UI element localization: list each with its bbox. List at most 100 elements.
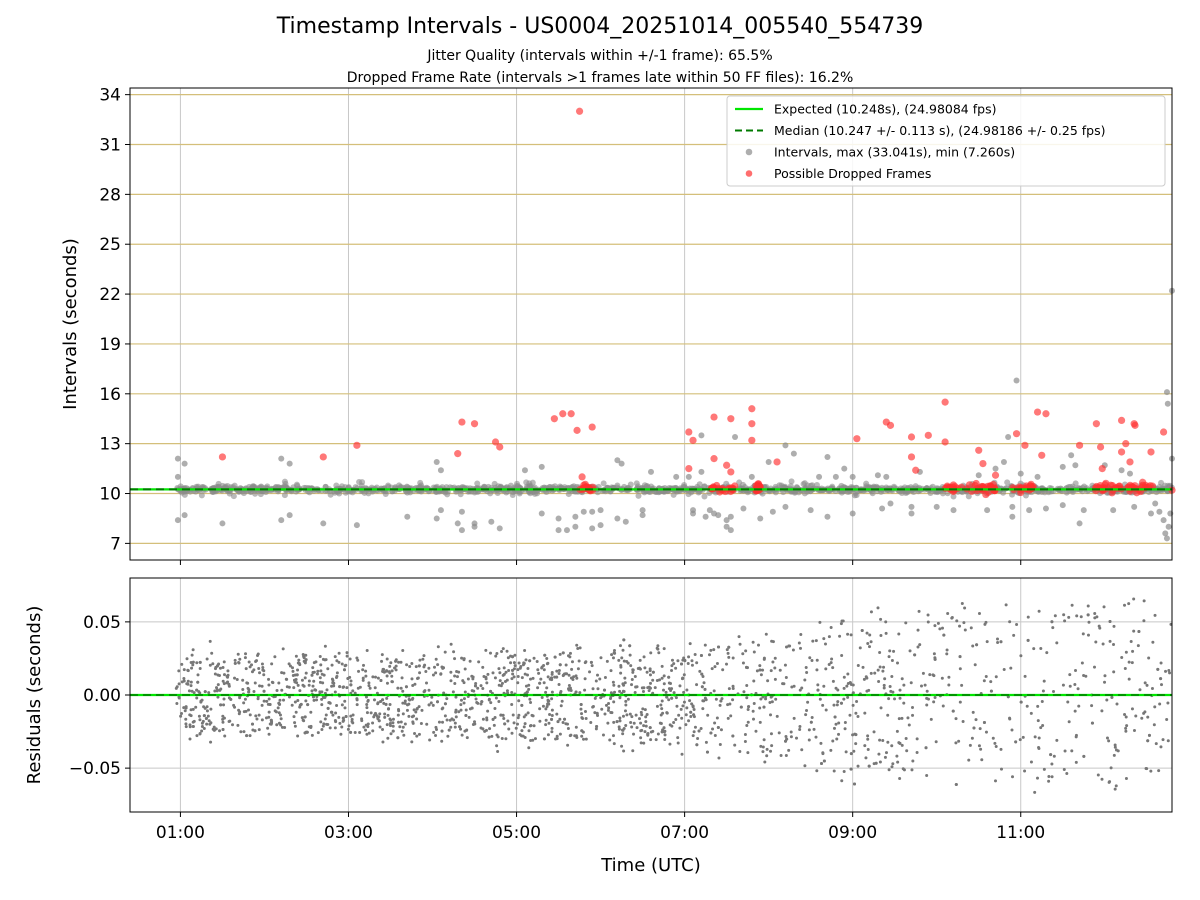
residual-point xyxy=(252,689,256,693)
residual-point xyxy=(421,657,425,661)
interval-point xyxy=(887,500,894,507)
residual-point xyxy=(262,673,266,677)
residual-point xyxy=(237,661,241,665)
dropped-frame-point xyxy=(1038,451,1046,459)
dropped-frame-point xyxy=(454,450,462,458)
residual-point xyxy=(630,678,634,682)
residual-point xyxy=(458,725,462,729)
residual-point xyxy=(459,698,463,702)
residual-point xyxy=(523,648,527,652)
residual-point xyxy=(306,703,310,707)
dropped-frame-point xyxy=(748,420,756,428)
residual-point xyxy=(436,700,440,704)
residual-point xyxy=(540,695,544,699)
residual-point xyxy=(692,707,696,711)
residual-point xyxy=(542,737,546,741)
residual-point xyxy=(340,725,344,729)
residual-point xyxy=(410,715,414,719)
residual-point xyxy=(291,673,295,677)
residual-point xyxy=(556,720,560,724)
residual-point xyxy=(275,723,279,727)
residual-point xyxy=(528,724,532,728)
residual-point xyxy=(999,747,1003,751)
residual-point xyxy=(186,679,190,683)
residual-point xyxy=(737,635,741,639)
residual-point xyxy=(544,723,548,727)
residual-point xyxy=(821,751,825,755)
residual-point xyxy=(524,684,528,688)
residual-point xyxy=(921,671,925,675)
residual-point xyxy=(487,698,491,702)
residual-point xyxy=(414,710,418,714)
residual-point xyxy=(1097,624,1101,628)
residual-point xyxy=(527,746,531,750)
residual-point xyxy=(513,653,517,657)
interval-point xyxy=(437,507,444,514)
residual-point xyxy=(934,740,938,744)
residual-point xyxy=(576,667,580,671)
residual-point xyxy=(596,714,600,718)
residual-point xyxy=(916,628,920,632)
residual-point xyxy=(631,670,635,674)
residual-point xyxy=(243,697,247,701)
residual-point xyxy=(761,745,765,749)
residual-point xyxy=(742,690,746,694)
residual-point xyxy=(846,695,850,699)
residual-point xyxy=(1014,740,1018,744)
residual-point xyxy=(741,661,745,665)
residual-point xyxy=(183,709,187,713)
residual-point xyxy=(500,681,504,685)
residual-point xyxy=(924,746,928,750)
residual-point xyxy=(545,686,549,690)
residual-point xyxy=(688,642,692,646)
residual-point xyxy=(244,652,248,656)
x-tick-label: 03:00 xyxy=(324,823,373,843)
residual-point xyxy=(1100,709,1104,713)
residual-point xyxy=(408,664,412,668)
residual-point xyxy=(607,706,611,710)
residual-point xyxy=(610,653,614,657)
residual-point xyxy=(497,700,501,704)
residual-point xyxy=(538,719,542,723)
residual-point xyxy=(205,705,209,709)
residual-point xyxy=(386,736,390,740)
residual-point xyxy=(829,661,833,665)
residual-point xyxy=(946,611,950,615)
residual-point xyxy=(1040,699,1044,703)
residual-point xyxy=(398,725,402,729)
interval-point xyxy=(531,490,538,497)
residual-point xyxy=(670,668,674,672)
residual-point xyxy=(752,717,756,721)
residual-point xyxy=(310,689,314,693)
legend-label: Median (10.247 +/- 0.113 s), (24.98186 +… xyxy=(774,123,1105,138)
residual-point xyxy=(516,674,520,678)
residual-point xyxy=(1052,754,1056,758)
residual-point xyxy=(691,705,695,709)
residual-point xyxy=(200,729,204,733)
interval-point xyxy=(523,479,530,486)
residual-point xyxy=(464,728,468,732)
x-tick-label: 11:00 xyxy=(996,823,1045,843)
residual-point xyxy=(443,714,447,718)
residual-point xyxy=(980,758,984,762)
interval-point xyxy=(174,455,181,462)
interval-point xyxy=(984,507,991,514)
residual-point xyxy=(695,661,699,665)
y-tick-label: 19 xyxy=(99,335,121,355)
residual-point xyxy=(365,732,369,736)
residual-point xyxy=(1140,716,1144,720)
residual-point xyxy=(287,695,291,699)
residual-point xyxy=(558,732,562,736)
residual-point xyxy=(615,720,619,724)
residual-point xyxy=(910,706,914,710)
residual-point xyxy=(533,737,537,741)
residual-point xyxy=(511,713,515,717)
residual-point xyxy=(516,681,520,685)
residual-point xyxy=(978,727,982,731)
residual-point xyxy=(422,665,426,669)
residual-point xyxy=(226,669,230,673)
residual-point xyxy=(296,668,300,672)
residual-point xyxy=(431,703,435,707)
residual-point xyxy=(878,650,882,654)
residual-point xyxy=(665,695,669,699)
